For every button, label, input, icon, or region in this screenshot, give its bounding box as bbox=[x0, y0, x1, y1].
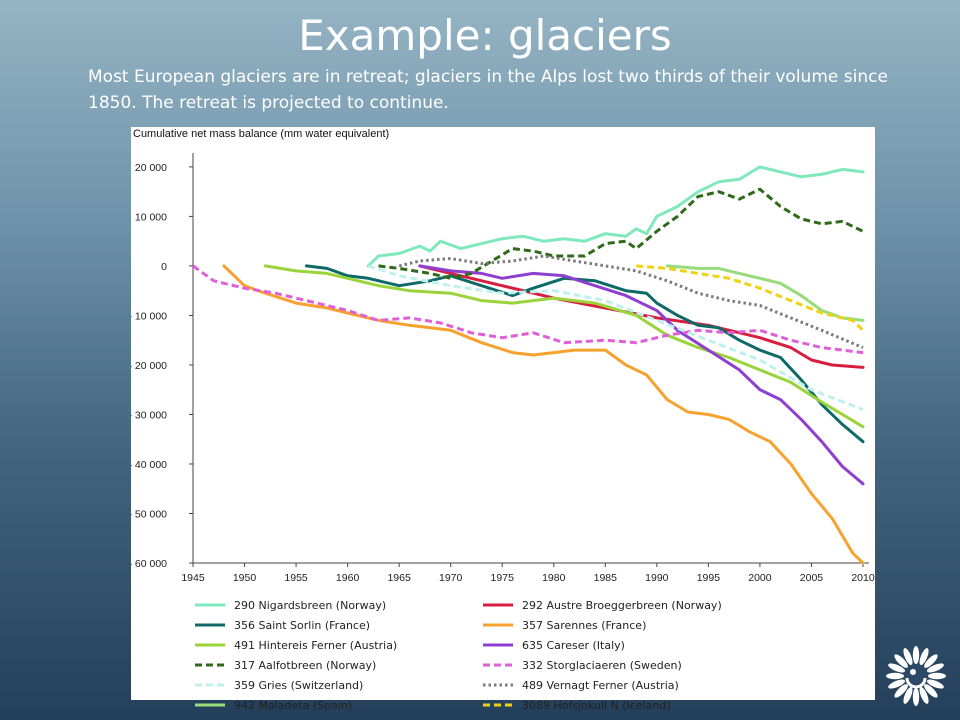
legend-label: 356 Saint Sorlin (France) bbox=[234, 618, 371, 632]
chart-panel: Cumulative net mass balance (mm water eq… bbox=[131, 127, 875, 712]
x-tick-label: 1985 bbox=[594, 572, 618, 584]
legend-swatch bbox=[483, 703, 513, 707]
logo-petal bbox=[926, 679, 944, 689]
axes: 20 000 10 000 0 – 10 000 – 20 000 – 30 000 – 4… bbox=[131, 153, 875, 584]
legend-label: 357 Sarennes (France) bbox=[522, 618, 647, 632]
series-line bbox=[366, 165, 865, 268]
legend-item: 942 Maladeta (Spain) bbox=[194, 696, 482, 714]
logo-petal bbox=[928, 672, 946, 680]
logo-petal bbox=[919, 686, 929, 704]
legend-label: 3089 Hofsjokull N (Iceland) bbox=[522, 698, 671, 712]
logo-petal bbox=[888, 679, 906, 689]
logo-petal bbox=[919, 648, 929, 666]
y-tick-label: – 60 000 bbox=[131, 558, 167, 570]
legend-item: 332 Storglaciaeren (Sweden) bbox=[482, 656, 782, 674]
legend-swatch bbox=[195, 663, 225, 667]
x-tick-label: 1995 bbox=[697, 572, 721, 584]
legend-label: 942 Maladeta (Spain) bbox=[234, 698, 353, 712]
legend-item: 491 Hintereis Ferner (Austria) bbox=[194, 636, 482, 654]
legend-item: 357 Sarennes (France) bbox=[482, 616, 782, 634]
legend-item: 489 Vernagt Ferner (Austria) bbox=[482, 676, 782, 694]
series-line bbox=[192, 264, 864, 355]
series-line bbox=[378, 187, 864, 280]
x-tick-label: 1980 bbox=[542, 572, 566, 584]
legend-item: 317 Aalfotbreen (Norway) bbox=[194, 656, 482, 674]
x-tick-label: 2000 bbox=[748, 572, 772, 584]
legend-label: 489 Vernagt Ferner (Austria) bbox=[522, 678, 679, 692]
x-tick-label: 1970 bbox=[439, 572, 463, 584]
y-tick-label: – 30 000 bbox=[131, 409, 167, 421]
legend-item: 356 Saint Sorlin (France) bbox=[194, 616, 482, 634]
legend-label: 290 Nigardsbreen (Norway) bbox=[234, 598, 387, 612]
logo-petal bbox=[894, 684, 908, 698]
series-line bbox=[367, 264, 864, 411]
slide-title: Example: glaciers bbox=[298, 11, 672, 60]
legend-swatch bbox=[483, 623, 513, 627]
y-tick-label: – 10 000 bbox=[131, 310, 167, 322]
logo-petal bbox=[886, 672, 904, 680]
legend-swatch bbox=[195, 623, 225, 627]
x-tick-label: 1960 bbox=[336, 572, 360, 584]
logo-petal bbox=[926, 663, 944, 673]
legend-label: 359 Gries (Switzerland) bbox=[234, 678, 364, 692]
y-tick-label: – 40 000 bbox=[131, 459, 167, 471]
x-tick-label: 1955 bbox=[284, 572, 308, 584]
legend-swatch bbox=[195, 703, 225, 707]
y-tick-label: – 50 000 bbox=[131, 508, 167, 520]
x-tick-label: 2005 bbox=[800, 572, 824, 584]
legend-label: 491 Hintereis Ferner (Austria) bbox=[234, 638, 398, 652]
y-tick-label: – 20 000 bbox=[131, 360, 167, 372]
logo-petal bbox=[912, 646, 920, 664]
x-tick-label: 2010 bbox=[851, 572, 875, 584]
legend-swatch bbox=[195, 603, 225, 607]
legend-label: 635 Careser (Italy) bbox=[522, 638, 625, 652]
x-tick-label: 1965 bbox=[387, 572, 411, 584]
series-line bbox=[418, 264, 865, 369]
series-line bbox=[304, 264, 865, 444]
x-tick-label: 1975 bbox=[491, 572, 515, 584]
legend-swatch bbox=[483, 683, 513, 687]
series-line bbox=[263, 264, 865, 429]
series-line bbox=[636, 264, 865, 332]
legend-item: 635 Careser (Italy) bbox=[482, 636, 782, 654]
logo-petal bbox=[903, 648, 913, 666]
logo-petal bbox=[888, 663, 906, 673]
y-tick-label: 10 000 bbox=[135, 211, 167, 223]
series-line bbox=[398, 254, 864, 349]
legend-swatch bbox=[483, 643, 513, 647]
logo-petal bbox=[924, 654, 938, 668]
series-lines bbox=[192, 165, 865, 565]
y-tick-label: 20 000 bbox=[135, 162, 167, 174]
x-tick-label: 1990 bbox=[645, 572, 669, 584]
legend-item: 292 Austre Broeggerbreen (Norway) bbox=[482, 596, 782, 614]
series-line bbox=[418, 264, 865, 486]
legend-swatch bbox=[483, 663, 513, 667]
chart-title: Cumulative net mass balance (mm water eq… bbox=[133, 128, 389, 140]
series-line bbox=[222, 264, 865, 565]
logo-petal bbox=[912, 688, 920, 706]
logo-petal bbox=[903, 686, 913, 704]
x-tick-label: 1950 bbox=[233, 572, 257, 584]
legend-label: 332 Storglaciaeren (Sweden) bbox=[522, 658, 682, 672]
legend-item: 290 Nigardsbreen (Norway) bbox=[194, 596, 482, 614]
legend-item: 359 Gries (Switzerland) bbox=[194, 676, 482, 694]
y-tick-label: 0 bbox=[161, 261, 167, 273]
slide-subtitle: Most European glaciers are in retreat; g… bbox=[88, 67, 888, 113]
x-tick-label: 1945 bbox=[181, 572, 205, 584]
logo-petal bbox=[894, 654, 908, 668]
legend-swatch bbox=[195, 643, 225, 647]
legend-swatch bbox=[483, 603, 513, 607]
logo-petal bbox=[924, 684, 938, 698]
sun-flower-logo-icon bbox=[886, 646, 946, 706]
chart-legend: 290 Nigardsbreen (Norway) 292 Austre Broe… bbox=[194, 596, 814, 714]
legend-label: 317 Aalfotbreen (Norway) bbox=[234, 658, 377, 672]
line-chart: Cumulative net mass balance (mm water eq… bbox=[131, 128, 875, 584]
legend-swatch bbox=[195, 683, 225, 687]
legend-item: 3089 Hofsjokull N (Iceland) bbox=[482, 696, 782, 714]
legend-label: 292 Austre Broeggerbreen (Norway) bbox=[522, 598, 722, 612]
